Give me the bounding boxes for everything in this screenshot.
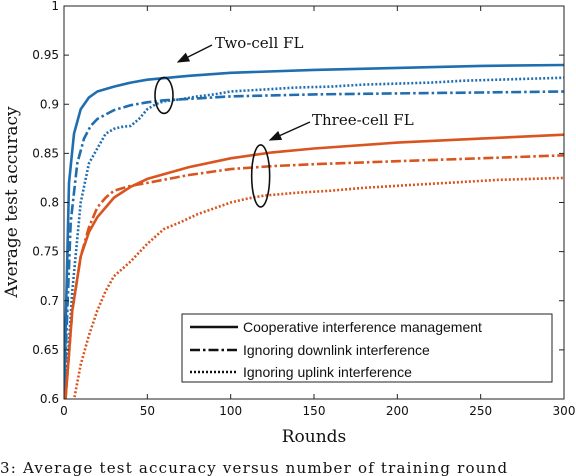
x-tick-label: 0 xyxy=(60,404,68,418)
x-tick-label: 250 xyxy=(469,404,492,418)
legend-label-downlink: Ignoring downlink interference xyxy=(243,342,430,358)
annotation-label: Two-cell FL xyxy=(215,34,303,52)
y-tick-label: 0.8 xyxy=(40,196,59,210)
x-tick-label: 150 xyxy=(303,404,326,418)
series-line-two-cell-dotted xyxy=(64,76,564,399)
series-line-two-cell-dashdot xyxy=(64,90,564,399)
legend-label-cooperative: Cooperative interference management xyxy=(243,319,482,335)
x-tick-label: 300 xyxy=(553,404,576,418)
annotation-arrow xyxy=(268,121,311,141)
legend-label-uplink: Ignoring uplink interference xyxy=(243,364,412,380)
figure-caption: 3: Average test accuracy versus number o… xyxy=(0,459,509,476)
y-tick-label: 0.85 xyxy=(32,146,59,160)
legend-entry-downlink: Ignoring downlink interference xyxy=(190,342,430,358)
x-tick-label: 50 xyxy=(140,404,155,418)
series-layer xyxy=(64,63,564,399)
series-line-two-cell-solid xyxy=(64,63,564,399)
y-tick-label: 0.9 xyxy=(40,97,59,111)
y-tick-label: 0.65 xyxy=(32,343,59,357)
legend-entry-uplink: Ignoring uplink interference xyxy=(190,364,412,380)
y-tick-label: 0.6 xyxy=(40,392,59,406)
legend: Cooperative interference management Igno… xyxy=(181,313,553,383)
y-tick-label: 0.75 xyxy=(32,245,59,259)
x-axis-label: Rounds xyxy=(282,427,347,447)
y-axis-label: Average test accuracy xyxy=(2,106,22,299)
annotation-layer: Two-cell FL Three-cell FL xyxy=(154,34,414,208)
annotation-ellipse xyxy=(154,76,174,115)
accuracy-line-chart: 0 50 100 150 200 250 300 0.6 0.65 0.7 0.75 0.8 0.85 0… xyxy=(2,0,575,447)
series-line-three-cell-dashdot xyxy=(64,154,564,399)
annotation-label: Three-cell FL xyxy=(312,111,414,129)
annotation-arrow xyxy=(176,44,213,63)
x-tick-label: 200 xyxy=(386,404,409,418)
tick-layer: 0 50 100 150 200 250 300 0.6 0.65 0.7 0.75 0.8 0.85 0… xyxy=(32,0,575,418)
annotation-ellipse xyxy=(250,144,271,208)
y-tick-label: 1 xyxy=(51,0,59,13)
y-tick-label: 0.95 xyxy=(32,48,59,62)
legend-entry-cooperative: Cooperative interference management xyxy=(190,319,482,335)
y-tick-label: 0.7 xyxy=(40,294,59,308)
x-tick-label: 100 xyxy=(219,404,242,418)
series-line-three-cell-dotted xyxy=(72,176,564,399)
legend-box xyxy=(181,313,553,383)
